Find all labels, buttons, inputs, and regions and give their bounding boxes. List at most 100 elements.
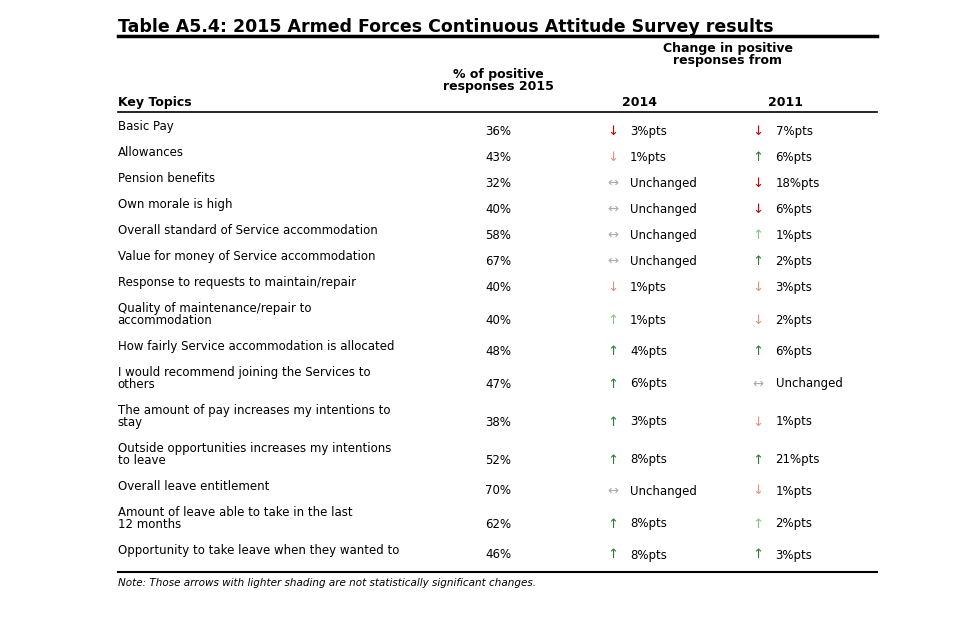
Text: ↑: ↑ <box>608 344 618 358</box>
Text: Unchanged: Unchanged <box>776 378 842 390</box>
Text: Outside opportunities increases my intentions: Outside opportunities increases my inten… <box>118 442 391 455</box>
Text: Allowances: Allowances <box>118 146 183 159</box>
Text: 7%pts: 7%pts <box>776 125 812 138</box>
Text: How fairly Service accommodation is allocated: How fairly Service accommodation is allo… <box>118 340 395 353</box>
Text: 2011: 2011 <box>768 96 803 109</box>
Text: Change in positive: Change in positive <box>662 42 793 55</box>
Text: Overall leave entitlement: Overall leave entitlement <box>118 480 269 493</box>
Text: Unchanged: Unchanged <box>630 255 697 268</box>
Text: ↑: ↑ <box>608 548 618 561</box>
Text: 2014: 2014 <box>622 96 658 109</box>
Text: 6%pts: 6%pts <box>776 344 812 358</box>
Text: ↓: ↓ <box>752 484 763 497</box>
Text: 47%: 47% <box>486 378 512 390</box>
Text: 8%pts: 8%pts <box>630 548 667 561</box>
Text: Response to requests to maintain/repair: Response to requests to maintain/repair <box>118 276 356 289</box>
Text: ↔: ↔ <box>608 202 618 216</box>
Text: Own morale is high: Own morale is high <box>118 198 232 211</box>
Text: 58%: 58% <box>486 228 512 241</box>
Text: 46%: 46% <box>486 548 512 561</box>
Text: Unchanged: Unchanged <box>630 228 697 241</box>
Text: responses 2015: responses 2015 <box>443 80 554 93</box>
Text: ↓: ↓ <box>752 280 763 294</box>
Text: 2%pts: 2%pts <box>776 255 812 268</box>
Text: ↔: ↔ <box>608 255 618 268</box>
Text: 3%pts: 3%pts <box>630 125 667 138</box>
Text: stay: stay <box>118 416 143 429</box>
Text: 67%: 67% <box>486 255 512 268</box>
Text: ↓: ↓ <box>752 314 763 326</box>
Text: Table A5.4: 2015 Armed Forces Continuous Attitude Survey results: Table A5.4: 2015 Armed Forces Continuous… <box>118 18 773 36</box>
Text: 6%pts: 6%pts <box>776 202 812 216</box>
Text: 38%: 38% <box>486 415 512 429</box>
Text: Quality of maintenance/repair to: Quality of maintenance/repair to <box>118 302 311 315</box>
Text: Overall standard of Service accommodation: Overall standard of Service accommodatio… <box>118 224 377 237</box>
Text: Value for money of Service accommodation: Value for money of Service accommodation <box>118 250 375 263</box>
Text: ↓: ↓ <box>608 150 618 163</box>
Text: others: others <box>118 378 156 391</box>
Text: Basic Pay: Basic Pay <box>118 120 174 133</box>
Text: 3%pts: 3%pts <box>776 280 812 294</box>
Text: to leave: to leave <box>118 454 165 467</box>
Text: Note: Those arrows with lighter shading are not statistically significant change: Note: Those arrows with lighter shading … <box>118 578 536 588</box>
Text: 6%pts: 6%pts <box>630 378 667 390</box>
Text: 1%pts: 1%pts <box>630 280 667 294</box>
Text: 21%pts: 21%pts <box>776 454 820 467</box>
Text: 12 months: 12 months <box>118 518 180 531</box>
Text: Amount of leave able to take in the last: Amount of leave able to take in the last <box>118 506 352 519</box>
Text: 43%: 43% <box>486 150 512 163</box>
Text: ↑: ↑ <box>752 255 763 268</box>
Text: ↓: ↓ <box>752 202 763 216</box>
Text: 8%pts: 8%pts <box>630 454 667 467</box>
Text: 40%: 40% <box>486 314 512 326</box>
Text: % of positive: % of positive <box>453 68 543 81</box>
Text: 6%pts: 6%pts <box>776 150 812 163</box>
Text: 1%pts: 1%pts <box>776 415 812 429</box>
Text: Unchanged: Unchanged <box>630 177 697 189</box>
Text: 2%pts: 2%pts <box>776 518 812 531</box>
Text: ↑: ↑ <box>752 454 763 467</box>
Text: ↔: ↔ <box>752 378 763 390</box>
Text: 32%: 32% <box>486 177 512 189</box>
Text: ↑: ↑ <box>752 518 763 531</box>
Text: 4%pts: 4%pts <box>630 344 667 358</box>
Text: ↔: ↔ <box>608 228 618 241</box>
Text: 8%pts: 8%pts <box>630 518 667 531</box>
Text: 62%: 62% <box>486 518 512 531</box>
Text: ↓: ↓ <box>608 125 618 138</box>
Text: ↑: ↑ <box>752 344 763 358</box>
Text: ↑: ↑ <box>608 378 618 390</box>
Text: ↑: ↑ <box>752 548 763 561</box>
Text: The amount of pay increases my intentions to: The amount of pay increases my intention… <box>118 404 390 417</box>
Text: 40%: 40% <box>486 280 512 294</box>
Text: 52%: 52% <box>486 454 512 467</box>
Text: 36%: 36% <box>486 125 512 138</box>
Text: Unchanged: Unchanged <box>630 484 697 497</box>
Text: 70%: 70% <box>486 484 512 497</box>
Text: Pension benefits: Pension benefits <box>118 172 215 185</box>
Text: I would recommend joining the Services to: I would recommend joining the Services t… <box>118 366 371 379</box>
Text: accommodation: accommodation <box>118 314 212 327</box>
Text: ↑: ↑ <box>608 415 618 429</box>
Text: ↔: ↔ <box>608 177 618 189</box>
Text: Opportunity to take leave when they wanted to: Opportunity to take leave when they want… <box>118 544 399 557</box>
Text: 18%pts: 18%pts <box>776 177 820 189</box>
Text: 1%pts: 1%pts <box>630 150 667 163</box>
Text: ↑: ↑ <box>608 518 618 531</box>
Text: ↓: ↓ <box>608 280 618 294</box>
Text: 3%pts: 3%pts <box>776 548 812 561</box>
Text: 1%pts: 1%pts <box>630 314 667 326</box>
Text: ↓: ↓ <box>752 177 763 189</box>
Text: responses from: responses from <box>673 54 782 67</box>
Text: Unchanged: Unchanged <box>630 202 697 216</box>
Text: ↔: ↔ <box>608 484 618 497</box>
Text: 40%: 40% <box>486 202 512 216</box>
Text: ↓: ↓ <box>752 415 763 429</box>
Text: ↑: ↑ <box>608 454 618 467</box>
Text: 2%pts: 2%pts <box>776 314 812 326</box>
Text: ↑: ↑ <box>752 228 763 241</box>
Text: 1%pts: 1%pts <box>776 484 812 497</box>
Text: ↑: ↑ <box>752 150 763 163</box>
Text: Key Topics: Key Topics <box>118 96 191 109</box>
Text: ↓: ↓ <box>752 125 763 138</box>
